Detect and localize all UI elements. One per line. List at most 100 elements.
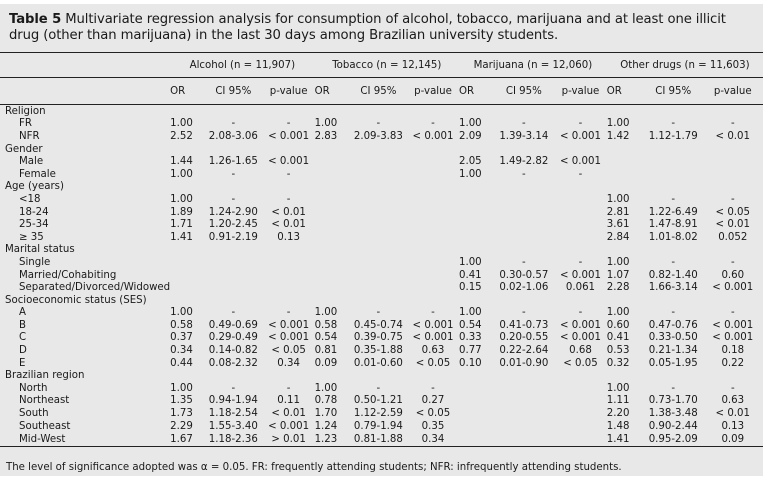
group-header-tobacco: Tobacco (n = 12,145) — [314, 52, 459, 78]
or-value — [459, 206, 494, 219]
row-label: Single — [19, 256, 51, 268]
group-header-marijuana: Marijuana (n = 12,060) — [458, 52, 607, 78]
or-value: 1.73 — [170, 408, 193, 420]
ci-value: - — [231, 193, 236, 205]
or-value — [459, 193, 494, 206]
ci-value: 1.18-2.54 — [208, 408, 258, 420]
or-value: 2.20 — [606, 408, 630, 420]
or-value: 1.89 — [170, 206, 193, 218]
p-value: - — [730, 256, 735, 268]
or-value: 1.00 — [606, 193, 630, 205]
p-value: - — [286, 382, 291, 394]
ci-value: - — [671, 256, 676, 268]
p-value: < 0.01 — [715, 408, 751, 420]
row-label: C — [19, 332, 27, 344]
or-value: 1.00 — [314, 118, 338, 130]
p-value: < 0.01 — [271, 219, 306, 231]
ci-value: 0.39-0.75 — [353, 332, 403, 344]
p-value: < 0.01 — [715, 130, 751, 142]
row-label: Northeast — [19, 395, 70, 407]
table-label: Table 5 — [9, 12, 62, 27]
or-value: 0.37 — [170, 332, 193, 344]
p-value: 0.13 — [721, 420, 745, 432]
or-value — [170, 269, 204, 282]
or-value — [170, 256, 204, 269]
or-value — [459, 407, 494, 420]
p-value: - — [286, 193, 291, 205]
or-value: 0.33 — [458, 332, 482, 344]
p-value — [554, 218, 607, 231]
or-value: 1.35 — [170, 395, 193, 407]
col-header-or: OR — [170, 77, 204, 105]
group-header-alcohol: Alcohol (n = 11,907) — [170, 52, 315, 78]
or-value: 0.44 — [170, 357, 193, 369]
p-value: < 0.001 — [268, 420, 310, 432]
or-value: 2.28 — [606, 282, 630, 294]
or-value: 1.00 — [458, 256, 482, 268]
p-value: - — [286, 118, 291, 130]
table-row: South 1.73 1.18-2.54 < 0.01 1.70 1.12-2.59 < 0… — [0, 407, 763, 420]
ci-value: 0.49-0.69 — [208, 319, 258, 331]
ci-value: 0.05-1.95 — [648, 357, 698, 369]
or-value — [315, 281, 350, 294]
section-row: Brazilian region — [0, 369, 763, 382]
p-value — [703, 155, 763, 168]
p-value: - — [578, 256, 583, 268]
section-row: Age (years) — [0, 181, 763, 194]
table-row: Female 1.00 - - 1.00 - - — [0, 168, 763, 181]
or-value: 0.10 — [458, 357, 482, 369]
ci-value: 0.79-1.94 — [353, 420, 403, 432]
p-value — [263, 269, 315, 282]
or-value — [315, 155, 350, 168]
ci-value — [204, 281, 263, 294]
table-row: Northeast 1.35 0.94-1.94 0.11 0.78 0.50-1.21 0… — [0, 395, 763, 408]
p-value: < 0.001 — [559, 319, 601, 331]
section-title: Marital status — [5, 244, 75, 256]
ci-value: 0.20-0.55 — [499, 332, 549, 344]
ci-value: 0.47-0.76 — [648, 319, 698, 331]
p-value: > 0.01 — [262, 432, 315, 448]
p-value: < 0.001 — [712, 332, 754, 344]
p-value — [407, 155, 459, 168]
ci-value — [350, 281, 407, 294]
p-value: < 0.01 — [271, 206, 306, 218]
or-value — [315, 218, 350, 231]
p-value: < 0.05 — [271, 345, 306, 357]
ci-value — [494, 206, 555, 219]
regression-table: Alcohol (n = 11,907) Tobacco (n = 12,145… — [0, 52, 763, 448]
or-value: 1.00 — [170, 382, 193, 394]
or-value: 2.29 — [170, 420, 193, 432]
or-value: 1.00 — [458, 307, 482, 319]
row-label: Married/Cohabiting — [19, 269, 117, 281]
p-value: < 0.001 — [268, 156, 310, 168]
or-value: 1.00 — [170, 193, 193, 205]
ci-value: 0.08-2.32 — [208, 357, 258, 369]
p-value: 0.63 — [721, 395, 745, 407]
table-panel: Table 5 Multivariate regression analysis… — [0, 4, 763, 476]
row-label: Southeast — [19, 420, 71, 432]
row-label: A — [19, 307, 26, 319]
table-row: <18 1.00 - - 1.00 - - — [0, 193, 763, 206]
or-value: 1.42 — [606, 130, 630, 142]
or-value — [607, 168, 644, 181]
or-value: 0.78 — [314, 395, 338, 407]
ci-value: 1.24-2.90 — [208, 206, 258, 218]
or-value: 2.84 — [606, 231, 630, 243]
p-value: 0.63 — [421, 345, 445, 357]
p-value: 0.13 — [277, 231, 300, 243]
p-value: 0.11 — [277, 395, 300, 407]
ci-value: 0.33-0.50 — [648, 332, 698, 344]
table-row: Mid-West 1.67 1.18-2.36 > 0.01 1.23 0.81-1.88… — [0, 432, 763, 448]
p-value: 0.09 — [702, 432, 763, 448]
col-header-ci: CI 95% — [643, 77, 703, 105]
table-row: C 0.37 0.29-0.49 < 0.001 0.54 0.39-0.75 < 0.00… — [0, 332, 763, 345]
p-value — [554, 395, 607, 408]
ci-value: 1.49-2.82 — [499, 156, 549, 168]
or-value: 1.41 — [170, 231, 193, 243]
p-value: < 0.001 — [412, 319, 454, 331]
table-row: Married/Cohabiting 0.41 0.30-0.57 < 0.001 1.… — [0, 269, 763, 282]
section-row: Gender — [0, 143, 763, 156]
section-row: Marital status — [0, 244, 763, 257]
ci-value: 1.38-3.48 — [648, 408, 698, 420]
p-value: - — [431, 307, 435, 319]
